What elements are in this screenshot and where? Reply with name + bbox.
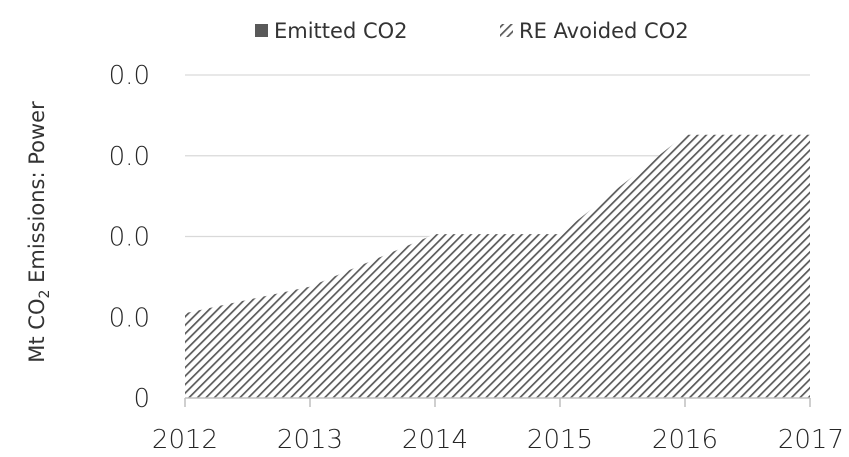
- x-tick-label: 2013: [277, 425, 343, 455]
- x-tick-label: 2017: [778, 425, 844, 455]
- x-tick-label: 2012: [152, 425, 218, 455]
- y-axis-title-subscript: 2: [37, 290, 53, 299]
- y-tick-label: 0: [133, 384, 150, 414]
- x-axis: [184, 397, 811, 407]
- x-tick-label: 2016: [652, 425, 718, 455]
- area-series-re-avoided: [185, 134, 810, 398]
- legend: Emitted CO2 RE Avoided CO2: [255, 19, 689, 43]
- y-axis-title-main: Mt CO: [25, 298, 49, 362]
- x-tick-labels: 2012 2013 2014 2015 2016 2017: [152, 425, 844, 455]
- x-tick-label: 2015: [527, 425, 593, 455]
- y-tick-label: 0.0: [109, 303, 150, 333]
- y-tick-label: 0.0: [109, 223, 150, 253]
- y-tick-label: 0.0: [109, 61, 150, 91]
- y-tick-label: 0.0: [109, 142, 150, 172]
- y-axis-title-rest: Emissions: Power: [25, 101, 49, 290]
- x-tick-label: 2014: [402, 425, 468, 455]
- legend-label-emitted: Emitted CO2: [274, 19, 408, 43]
- y-axis-title: Mt CO2 Emissions: Power: [25, 101, 53, 363]
- legend-swatch-emitted: [255, 24, 268, 37]
- plot-areas: [185, 134, 810, 398]
- legend-label-re-avoided: RE Avoided CO2: [519, 19, 689, 43]
- legend-swatch-re-avoided: [500, 24, 513, 37]
- y-tick-labels: 0 0.0 0.0 0.0 0.0: [109, 61, 150, 414]
